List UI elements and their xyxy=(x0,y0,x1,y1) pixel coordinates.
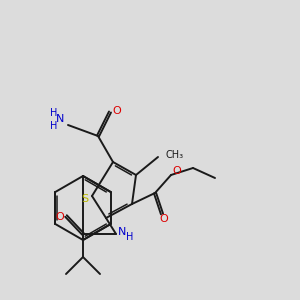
Text: O: O xyxy=(112,106,122,116)
Text: N: N xyxy=(56,114,64,124)
Text: O: O xyxy=(56,212,64,222)
Text: O: O xyxy=(172,166,182,176)
Text: H: H xyxy=(50,108,58,118)
Text: S: S xyxy=(81,194,88,204)
Text: O: O xyxy=(160,214,168,224)
Text: H: H xyxy=(50,121,58,131)
Text: N: N xyxy=(118,227,126,237)
Text: CH₃: CH₃ xyxy=(165,150,183,160)
Text: H: H xyxy=(126,232,134,242)
